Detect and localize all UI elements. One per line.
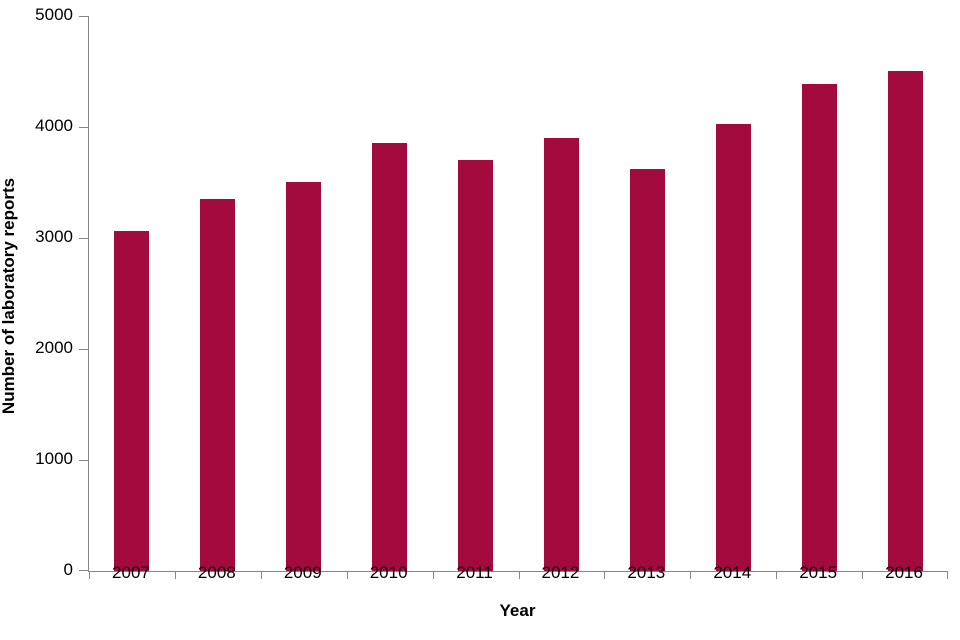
bar-2011 <box>458 160 494 571</box>
bar-2012 <box>543 138 579 571</box>
y-tick <box>79 238 88 239</box>
x-axis-title: Year <box>499 601 536 620</box>
x-tick <box>604 572 605 579</box>
y-tick <box>79 127 88 128</box>
x-tick <box>862 572 863 579</box>
bar-2014 <box>715 124 751 571</box>
y-tick-label: 1000 <box>35 449 73 468</box>
x-tick-label: 2013 <box>627 563 666 582</box>
x-tick <box>347 572 348 579</box>
bar-2016 <box>887 71 923 571</box>
x-tick-label: 2007 <box>112 563 150 582</box>
x-tick-label: 2011 <box>456 563 493 582</box>
x-tick <box>519 572 520 579</box>
x-tick-label: 2016 <box>885 563 923 582</box>
x-tick-label: 2014 <box>713 563 752 582</box>
bar-2008 <box>200 199 236 571</box>
x-tick <box>776 572 777 579</box>
x-tick <box>261 572 262 579</box>
y-tick-label: 2000 <box>35 338 73 357</box>
x-tick <box>89 572 90 579</box>
y-axis-title: Number of laboratory reports <box>0 177 18 415</box>
y-tick-label: 4000 <box>35 116 73 135</box>
x-tick <box>175 572 176 579</box>
x-tick-label: 2015 <box>799 563 838 582</box>
plot-area: 0 1000 2000 3000 4000 5000 <box>35 6 948 579</box>
x-tick <box>947 572 948 579</box>
y-tick-label: 5000 <box>35 5 73 24</box>
y-tick-label: 3000 <box>35 227 73 246</box>
y-tick <box>79 16 88 17</box>
bar-2010 <box>372 143 408 571</box>
y-tick-label: 0 <box>63 560 73 579</box>
x-tick-label: 2009 <box>283 563 322 582</box>
x-tick-label: 2012 <box>541 563 580 582</box>
x-tick-label: 2010 <box>369 563 408 582</box>
y-tick <box>79 460 88 461</box>
x-tick <box>433 572 434 579</box>
y-tick <box>79 570 88 571</box>
bar-2007 <box>114 231 150 571</box>
bar-2009 <box>286 182 322 571</box>
bar-2015 <box>801 84 837 571</box>
x-tick <box>690 572 691 579</box>
bar-2013 <box>629 169 665 571</box>
x-tick-label: 2008 <box>197 563 236 582</box>
y-tick <box>79 349 88 350</box>
